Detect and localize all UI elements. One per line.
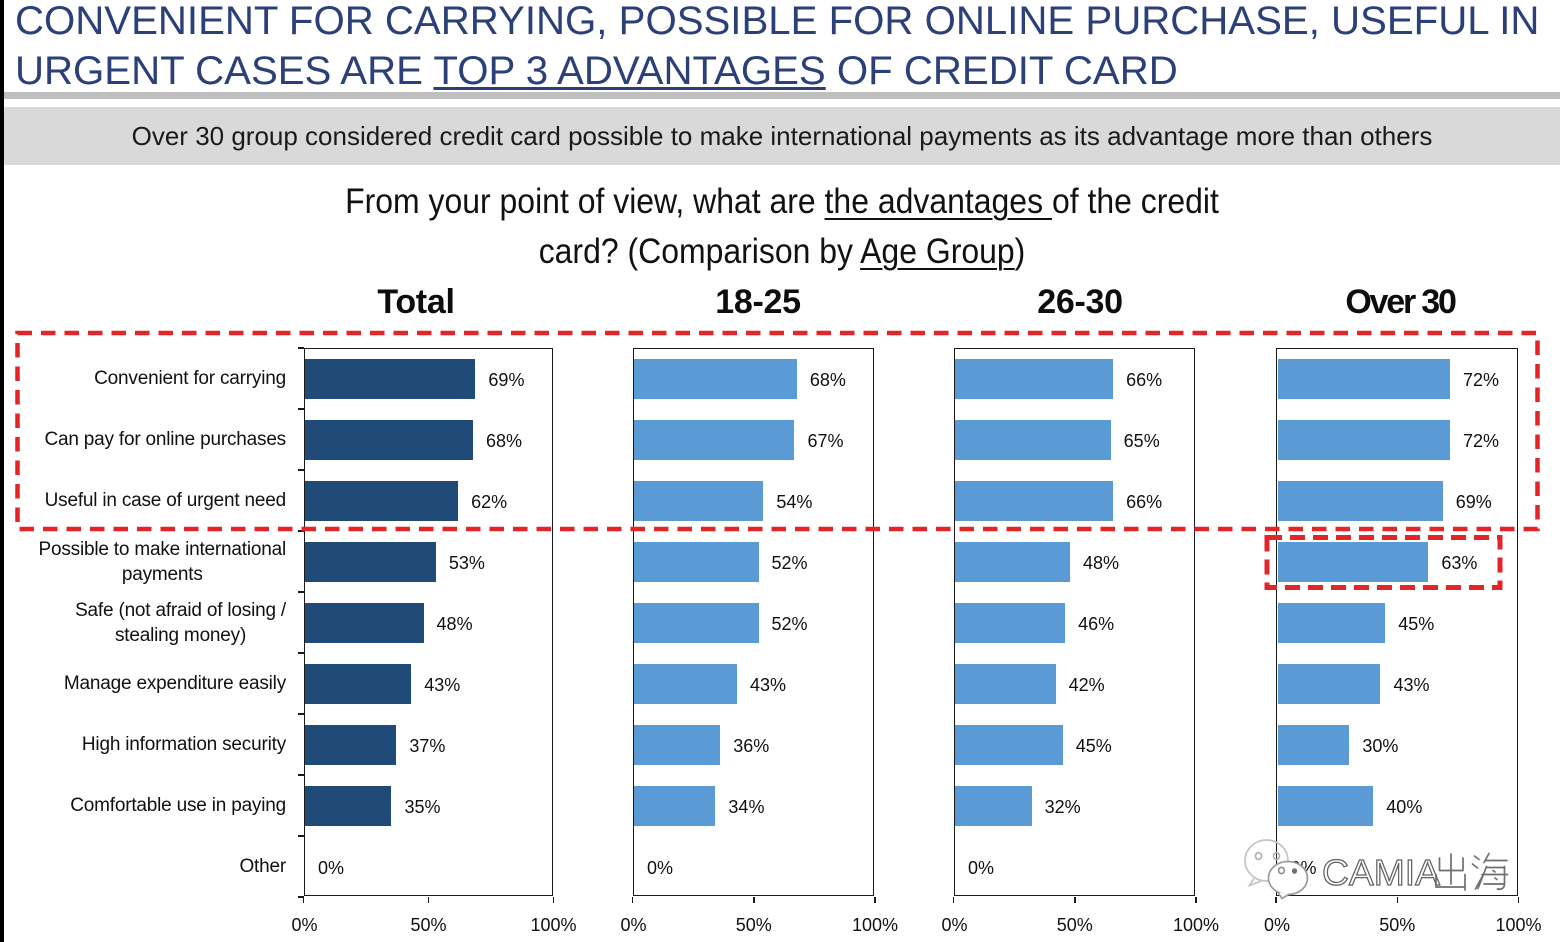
svg-text:CAMIA: CAMIA [1322,852,1441,893]
